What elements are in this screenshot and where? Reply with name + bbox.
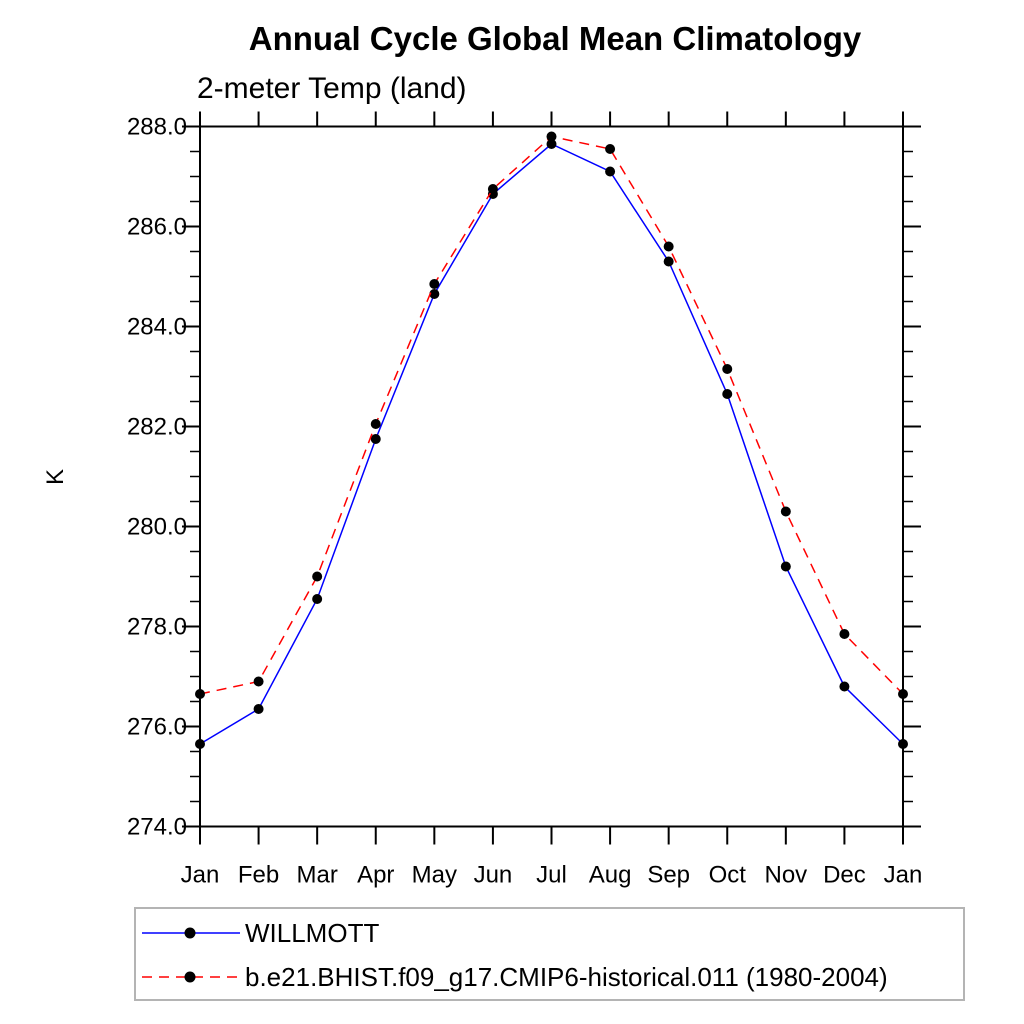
data-point-marker-1: [722, 364, 733, 374]
data-point-marker-1: [487, 184, 498, 194]
x-tick-label: May: [412, 862, 457, 889]
data-point-marker-0: [546, 139, 557, 149]
y-tick-label: 288.0: [127, 114, 187, 141]
y-tick-label: 282.0: [127, 414, 187, 441]
data-point-marker-0: [722, 389, 733, 399]
chart-title: Annual Cycle Global Mean Climatology: [248, 20, 862, 57]
y-tick-label: 278.0: [127, 614, 187, 641]
x-tick-label: Mar: [296, 862, 337, 889]
data-point-marker-1: [253, 676, 264, 687]
data-point-marker-0: [253, 704, 264, 714]
data-point-marker-0: [195, 739, 205, 749]
data-point-marker-0: [370, 434, 381, 444]
legend-label-1: b.e21.BHIST.f09_g17.CMIP6-historical.011…: [245, 962, 888, 992]
data-point-marker-0: [605, 166, 616, 177]
data-point-marker-1: [839, 629, 850, 639]
data-point-marker-1: [195, 689, 205, 699]
series-line-0: [199, 143, 904, 745]
data-point-marker-1: [546, 131, 557, 142]
data-point-marker-1: [898, 689, 908, 699]
plot-frame: [199, 125, 904, 828]
x-tick-label: Nov: [764, 862, 807, 889]
legend-marker-0: [184, 927, 196, 939]
data-point-marker-0: [839, 681, 850, 692]
x-tick-label: Feb: [238, 862, 279, 889]
x-tick-label: Jul: [536, 862, 567, 889]
x-tick-label: Oct: [709, 862, 747, 889]
data-point-marker-1: [312, 571, 323, 582]
x-tick-label: Jan: [181, 862, 220, 889]
chart-subtitle: 2-meter Temp (land): [197, 72, 467, 105]
legend-marker-1: [184, 971, 196, 983]
legend-label-0: WILLMOTT: [245, 918, 379, 948]
x-tick-label: Jun: [474, 862, 513, 889]
data-point-marker-1: [605, 144, 616, 154]
data-point-marker-1: [663, 241, 674, 252]
data-point-marker-1: [429, 279, 440, 289]
data-point-marker-0: [898, 739, 908, 749]
data-point-marker-1: [370, 419, 381, 429]
y-tick-label: 276.0: [127, 714, 187, 741]
data-point-marker-0: [312, 594, 323, 604]
data-point-marker-1: [780, 506, 791, 517]
data-point-marker-0: [429, 289, 440, 299]
x-tick-label: Jan: [884, 862, 923, 889]
y-tick-label: 286.0: [127, 214, 187, 241]
y-tick-label: 284.0: [127, 314, 187, 341]
legend-box: [134, 907, 965, 1001]
y-tick-label: 274.0: [127, 814, 187, 841]
x-tick-label: Sep: [647, 862, 690, 889]
y-tick-label: 280.0: [127, 514, 187, 541]
data-point-marker-0: [663, 256, 674, 267]
x-tick-label: Aug: [589, 862, 632, 889]
data-point-marker-0: [780, 561, 791, 572]
series-line-1: [199, 135, 904, 695]
x-tick-label: Dec: [823, 862, 866, 889]
x-tick-label: Apr: [357, 862, 394, 889]
